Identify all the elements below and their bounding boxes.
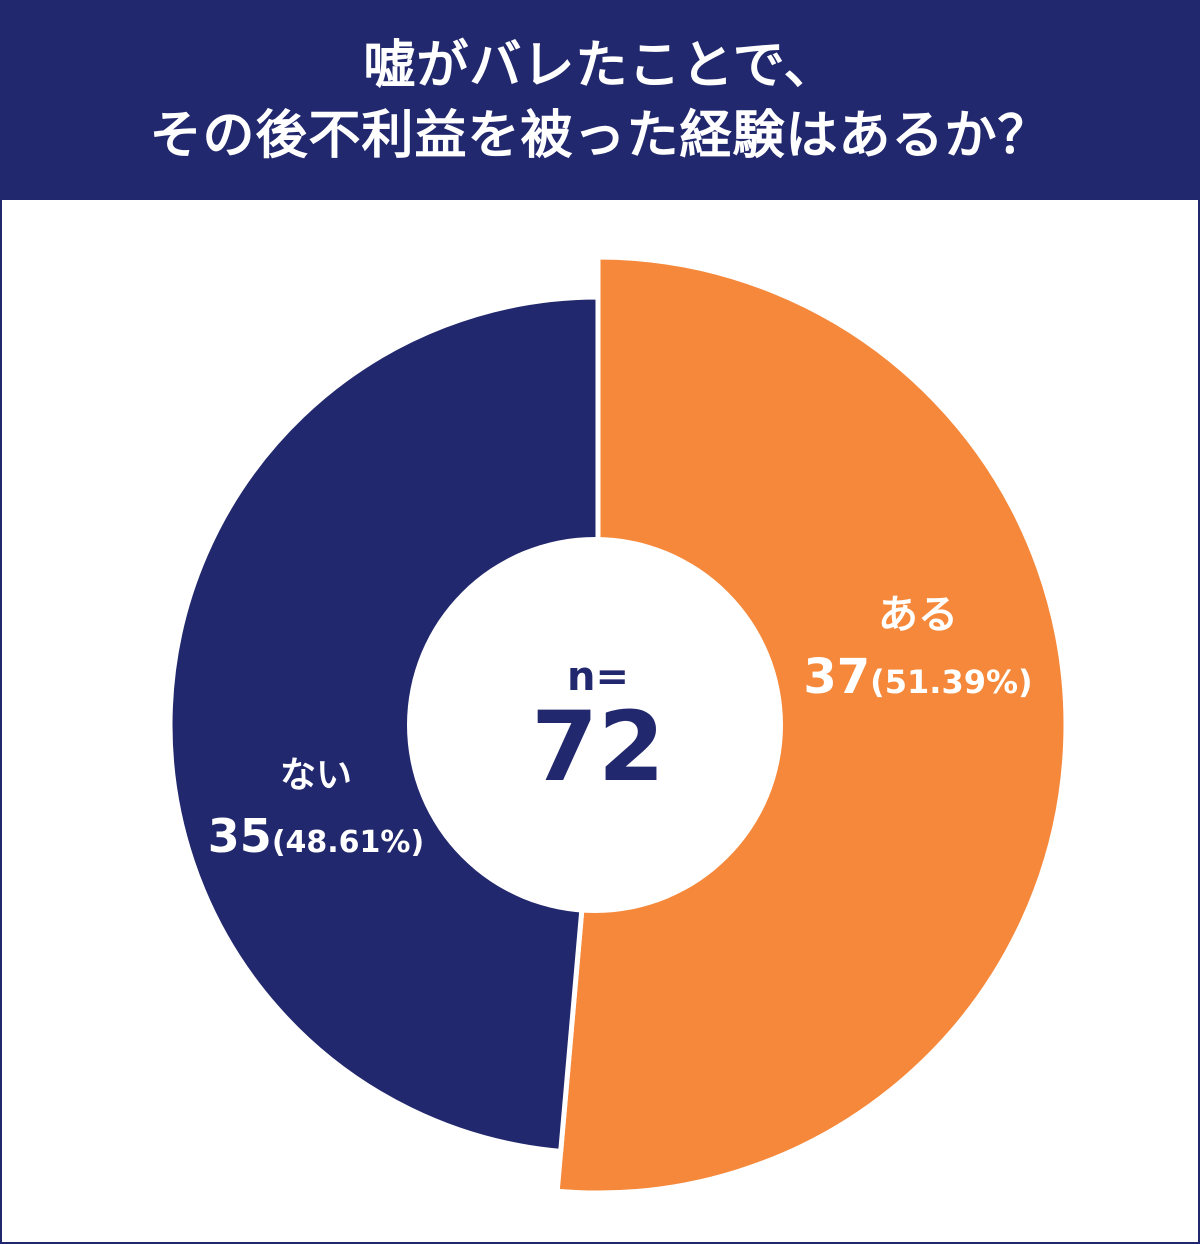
slice-nai xyxy=(167,294,601,1154)
center-n-label: n= xyxy=(567,654,629,700)
slice-value-aru: 37(51.39%) xyxy=(803,649,1032,705)
title-line-1: 嘘がバレたことで、 xyxy=(363,36,837,96)
slice-label-nai: ない xyxy=(280,755,352,796)
donut-slices xyxy=(167,254,1069,1196)
title-line-2: その後不利益を被った経験はあるか？ xyxy=(149,106,1051,166)
center-n-value: 72 xyxy=(531,691,665,803)
slice-count-aru: 37 xyxy=(803,649,870,705)
title-banner: 嘘がバレたことで、 その後不利益を被った経験はあるか？ xyxy=(2,2,1198,200)
slice-value-nai: 35(48.61%) xyxy=(208,809,424,863)
slice-percent-aru: (51.39%) xyxy=(870,663,1033,701)
slice-count-nai: 35 xyxy=(208,809,272,863)
slice-aru xyxy=(554,254,1069,1196)
donut-hole xyxy=(407,537,783,913)
slice-label-aru: ある xyxy=(878,592,958,638)
slice-percent-nai: (48.61%) xyxy=(272,825,424,860)
